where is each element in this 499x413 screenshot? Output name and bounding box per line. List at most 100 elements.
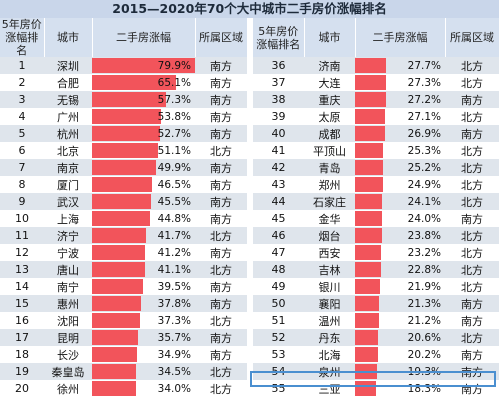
change-cell: 25.2% [355, 159, 445, 176]
city-cell: 丹东 [304, 329, 355, 346]
table-row: 7 南京 49.9% 南方 42 青岛 25.2% 北方 [0, 159, 499, 176]
change-cell: 49.9% [92, 159, 195, 176]
change-cell: 53.8% [92, 108, 195, 125]
change-value: 24.9% [407, 178, 441, 191]
region-cell: 北方 [445, 159, 499, 176]
change-cell: 18.3% [355, 380, 445, 397]
change-value: 45.5% [157, 195, 191, 208]
rank-cell: 44 [253, 193, 304, 210]
region-cell: 北方 [445, 176, 499, 193]
rank-cell: 7 [0, 159, 44, 176]
rank-header-right: 5年房价 涨幅排名 [253, 18, 305, 57]
rank-cell: 6 [0, 142, 44, 159]
city-cell: 襄阳 [304, 295, 355, 312]
change-bar [355, 381, 376, 396]
table-row: 17 昆明 35.7% 南方 52 丹东 20.6% 北方 [0, 329, 499, 346]
change-cell: 79.9% [92, 57, 195, 74]
column-gap [247, 193, 253, 210]
rank-cell: 40 [253, 125, 304, 142]
city-cell: 沈阳 [44, 312, 92, 329]
rank-cell: 14 [0, 278, 44, 295]
change-value: 34.5% [157, 365, 191, 378]
change-cell: 37.8% [92, 295, 195, 312]
change-value: 20.6% [407, 331, 441, 344]
change-cell: 20.2% [355, 346, 445, 363]
column-gap [247, 125, 253, 142]
column-gap [247, 57, 253, 74]
change-value: 35.7% [157, 331, 191, 344]
change-cell: 27.3% [355, 74, 445, 91]
change-value: 24.1% [407, 195, 441, 208]
city-cell: 北京 [44, 142, 92, 159]
city-cell: 南京 [44, 159, 92, 176]
change-cell: 25.3% [355, 142, 445, 159]
region-cell: 北方 [195, 227, 247, 244]
region-cell: 南方 [445, 380, 499, 397]
change-bar [355, 347, 378, 362]
change-cell: 44.8% [92, 210, 195, 227]
change-cell: 35.7% [92, 329, 195, 346]
change-cell: 24.9% [355, 176, 445, 193]
column-gap [247, 312, 253, 329]
rank-cell: 38 [253, 91, 304, 108]
ranking-table: 5年房价 涨幅排名 城市 二手房涨幅 所属区域 5年房价 涨幅排名 城市 二手房涨幅… [0, 18, 499, 397]
change-value: 23.2% [407, 246, 441, 259]
column-gap [247, 329, 253, 346]
change-value: 24.0% [407, 212, 441, 225]
city-cell: 长沙 [44, 346, 92, 363]
change-bar [355, 160, 384, 175]
change-value: 41.2% [157, 246, 191, 259]
column-gap [247, 210, 253, 227]
rank-cell: 10 [0, 210, 44, 227]
change-value: 27.3% [407, 76, 441, 89]
rank-cell: 20 [0, 380, 44, 397]
city-cell: 上海 [44, 210, 92, 227]
region-cell: 南方 [195, 108, 247, 125]
rank-cell: 50 [253, 295, 304, 312]
change-cell: 41.2% [92, 244, 195, 261]
change-bar [355, 126, 386, 141]
table-row: 19 秦皇岛 34.5% 北方 54 泉州 19.3% 南方 [0, 363, 499, 380]
city-cell: 温州 [304, 312, 355, 329]
city-cell: 南宁 [44, 278, 92, 295]
change-value: 20.2% [407, 348, 441, 361]
table-row: 20 徐州 34.0% 北方 55 三亚 18.3% 南方 [0, 380, 499, 397]
change-value: 44.8% [157, 212, 191, 225]
change-cell: 27.2% [355, 91, 445, 108]
change-bar [355, 330, 379, 345]
rank-cell: 55 [253, 380, 304, 397]
change-value: 25.2% [407, 161, 441, 174]
change-bar [92, 245, 146, 260]
region-cell: 北方 [195, 363, 247, 380]
change-value: 46.5% [157, 178, 191, 191]
column-gap [247, 380, 253, 397]
change-cell: 52.7% [92, 125, 195, 142]
table-row: 11 济宁 41.7% 北方 46 烟台 23.8% 北方 [0, 227, 499, 244]
region-cell: 北方 [445, 227, 499, 244]
region-cell: 南方 [195, 278, 247, 295]
change-value: 27.7% [407, 59, 441, 72]
region-cell: 南方 [445, 295, 499, 312]
region-cell: 南方 [445, 346, 499, 363]
column-gap [247, 261, 253, 278]
city-cell: 吉林 [304, 261, 355, 278]
change-bar [92, 262, 145, 277]
table-row: 4 广州 53.8% 南方 39 太原 27.1% 北方 [0, 108, 499, 125]
city-cell: 秦皇岛 [44, 363, 92, 380]
change-bar [92, 347, 137, 362]
region-header-right: 所属区域 [445, 18, 499, 57]
rank-cell: 36 [253, 57, 304, 74]
rank-cell: 45 [253, 210, 304, 227]
change-value: 21.3% [407, 297, 441, 310]
change-cell: 21.9% [355, 278, 445, 295]
change-value: 22.8% [407, 263, 441, 276]
change-bar [92, 160, 157, 175]
change-bar [355, 92, 386, 107]
region-cell: 北方 [445, 142, 499, 159]
change-bar [92, 211, 150, 226]
change-cell: 20.6% [355, 329, 445, 346]
change-bar [355, 262, 381, 277]
rank-cell: 54 [253, 363, 304, 380]
change-value: 57.3% [157, 93, 191, 106]
